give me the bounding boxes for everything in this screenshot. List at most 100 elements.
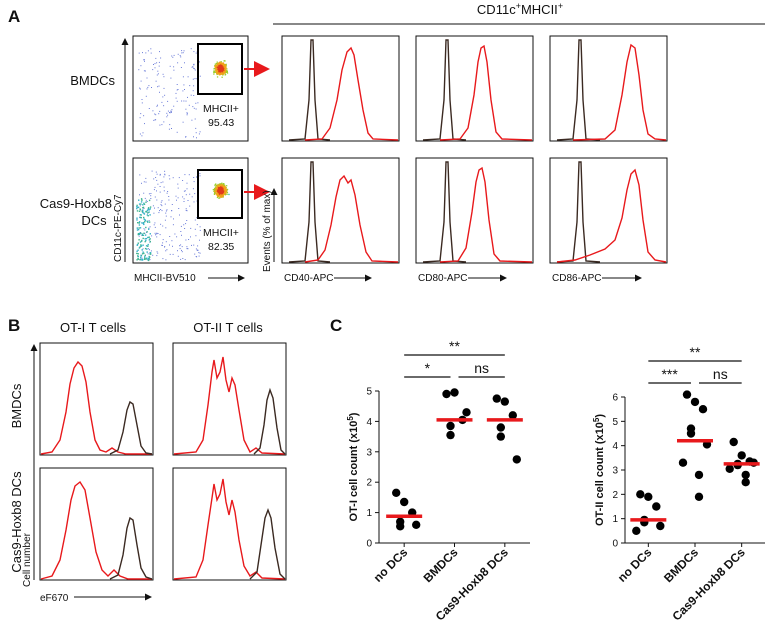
scatter-event: [215, 193, 218, 195]
scatter-dots: [136, 48, 230, 262]
scatter-event: [143, 115, 145, 117]
scatter-event: [193, 244, 195, 246]
data-point: [442, 389, 451, 399]
scatter-event: [225, 69, 227, 72]
panel-a-letter: A: [8, 7, 20, 26]
scatter-event: [214, 63, 216, 65]
scatter-event: [180, 244, 182, 246]
scatter-event: [215, 188, 217, 190]
scatter-event: [157, 233, 159, 234]
scatter-event: [145, 181, 147, 183]
scatter-event: [145, 245, 148, 247]
scatter-event: [192, 188, 194, 190]
scatter-event: [140, 216, 142, 219]
scatter-event: [222, 62, 225, 64]
scatter-event: [165, 210, 167, 212]
scatter-event: [161, 210, 163, 212]
scatter-event: [160, 209, 162, 210]
scatter-event: [158, 65, 160, 67]
scatter-event: [190, 94, 192, 96]
scatter-event: [186, 246, 188, 248]
scatter-event: [163, 105, 165, 107]
hist-isotype-bmdcs-cd86: [556, 39, 601, 141]
scatter-event: [220, 64, 222, 66]
scatter-event: [224, 191, 226, 193]
scatter-event: [145, 177, 147, 179]
data-point: [450, 388, 459, 397]
y-tick-label: 0: [612, 539, 618, 550]
scatter-event: [145, 201, 147, 203]
scatter-event: [222, 189, 224, 191]
y-tick-label: 2: [366, 478, 372, 489]
scatter-event: [141, 235, 143, 236]
scatter-event: [140, 201, 143, 203]
scatter-event: [162, 181, 164, 183]
data-point: [632, 526, 641, 535]
scatter-event: [188, 239, 190, 240]
scatter-event: [144, 70, 146, 72]
scatter-event: [152, 110, 154, 112]
scatter-event: [159, 234, 161, 236]
hist-stain-bmdcs-cd86: [572, 43, 667, 141]
scatter-event: [219, 63, 221, 65]
scatter-event: [219, 72, 221, 74]
hist-isotype-cas9-cd86: [556, 161, 601, 263]
scatter-event: [149, 253, 151, 255]
scatter-event: [194, 219, 196, 221]
scatter-event: [148, 108, 150, 109]
scatter-event: [140, 240, 143, 242]
hist-isotype-cas9-cd80: [422, 161, 467, 263]
scatter-event: [154, 222, 156, 224]
scatter-event: [221, 194, 223, 197]
hist-frame-bmdcs-cd80: [415, 35, 534, 142]
scatter-event: [140, 113, 142, 115]
scatter-event: [161, 101, 163, 103]
scatter-event: [185, 100, 187, 102]
scatter-event: [213, 190, 215, 192]
scatter-event: [143, 213, 146, 215]
hist-stain-cas9-cd80: [439, 166, 533, 263]
scatter-event: [157, 207, 159, 209]
significance-label: *: [425, 360, 431, 376]
scatter-event: [176, 89, 178, 91]
scatter-event: [185, 136, 187, 138]
scatter-event: [217, 73, 219, 75]
scatter-event: [141, 257, 143, 259]
scatter-event: [171, 128, 172, 129]
scatter-event: [158, 85, 160, 87]
scatter-event: [180, 67, 182, 68]
scatter-event: [215, 70, 217, 72]
scatter-event: [193, 68, 195, 70]
scatter-event: [164, 174, 166, 176]
scatter-event: [182, 76, 184, 78]
scatter-event: [183, 198, 185, 200]
data-point: [656, 521, 665, 531]
scatter-event: [220, 71, 222, 74]
scatter-event: [185, 223, 187, 225]
scatter-event: [159, 124, 161, 126]
scatter-event: [220, 61, 222, 63]
scatter-event: [218, 188, 220, 190]
scatter-event: [149, 240, 151, 243]
data-point: [725, 464, 734, 473]
scatter-event: [189, 85, 191, 87]
scatter-event: [138, 52, 140, 54]
scatter-event: [223, 66, 225, 68]
scatter-event: [143, 232, 145, 234]
scatter-event: [142, 132, 144, 134]
scatter-event: [166, 209, 168, 211]
scatter-event: [183, 201, 185, 202]
scatter-event: [225, 187, 227, 189]
y-tick-label: 3: [612, 466, 618, 477]
scatter-event: [158, 212, 160, 214]
scatter-event: [145, 199, 147, 201]
scatter-event: [173, 54, 175, 56]
scatter-event: [183, 84, 185, 86]
scatter-event: [136, 204, 138, 207]
scatter-x-axis-label: MHCII-BV510: [134, 273, 196, 284]
data-point: [644, 492, 653, 501]
scatter-event: [215, 62, 218, 65]
scatter-event: [182, 180, 184, 181]
scatter-event: [197, 245, 199, 247]
scatter-event: [150, 198, 152, 199]
